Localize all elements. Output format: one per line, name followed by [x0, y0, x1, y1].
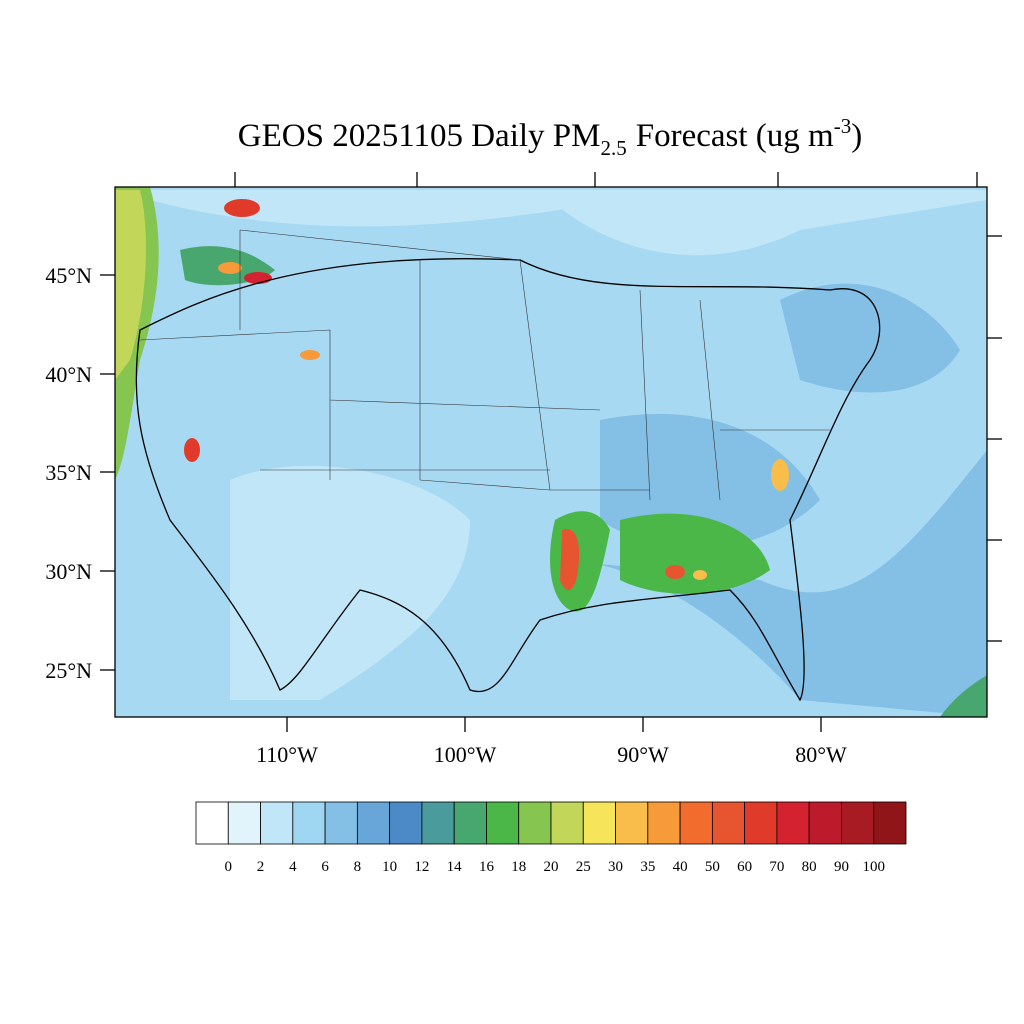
colorbar-label: 40 [673, 859, 688, 875]
title-main: GEOS 20251105 Daily PM [238, 118, 601, 154]
latitude-label: 40°N [45, 362, 92, 387]
colorbar-box [260, 801, 294, 845]
colorbar-box [324, 801, 358, 845]
colorbar-box [647, 801, 681, 845]
colorbar-box [550, 801, 584, 845]
colorbar-box [389, 801, 423, 845]
map-ticks [100, 172, 1002, 732]
colorbar-box [615, 801, 649, 845]
latitude-label: 30°N [45, 559, 92, 584]
title-superscript: -3 [834, 114, 852, 138]
colorbar-box [453, 801, 487, 845]
longitude-label: 110°W [256, 742, 318, 767]
colorbar-label: 6 [321, 859, 329, 875]
colorbar-label: 100 [862, 859, 885, 875]
colorbar-box [776, 801, 810, 845]
colorbar-box [711, 801, 746, 845]
colorbar-box [582, 801, 616, 845]
longitude-label: 80°W [795, 742, 847, 767]
colorbar-box [486, 801, 520, 845]
colorbar-box [744, 801, 778, 845]
colorbar-label: 16 [479, 859, 495, 875]
colorbar-label: 30 [608, 859, 623, 875]
colorbar-label: 8 [354, 859, 362, 875]
latitude-label: 45°N [45, 263, 92, 288]
colorbar-label: 18 [511, 859, 526, 875]
title-rest: Forecast (ug m [636, 118, 834, 154]
colorbar-box [421, 801, 455, 845]
colorbar-label: 70 [769, 859, 784, 875]
colorbar-box [195, 801, 229, 845]
longitude-label: 90°W [617, 742, 669, 767]
colorbar-label: 25 [576, 859, 591, 875]
map-frame [114, 186, 988, 718]
colorbar-label: 60 [737, 859, 752, 875]
colorbar-box [873, 801, 907, 845]
colorbar-label: 0 [225, 859, 233, 875]
colorbar-box [292, 801, 326, 845]
colorbar-label: 50 [705, 859, 720, 875]
colorbar-box [679, 801, 713, 845]
longitude-label: 100°W [434, 742, 497, 767]
colorbar-label: 20 [544, 859, 559, 875]
colorbar-label: 35 [640, 859, 655, 875]
colorbar-box [227, 801, 261, 845]
colorbar-label: 10 [382, 859, 397, 875]
colorbar-box [518, 801, 552, 845]
latitude-label: 25°N [45, 658, 92, 683]
colorbar-label: 12 [414, 859, 429, 875]
title-close: ) [851, 118, 862, 154]
title-subscript: 2.5 [601, 136, 627, 160]
colorbar-box [356, 801, 391, 845]
map-title: GEOS 20251105 Daily PM2.5 Forecast (ug m-… [238, 114, 862, 160]
map-field [115, 187, 987, 717]
latitude-label: 35°N [45, 460, 92, 485]
colorbar-label: 14 [447, 859, 463, 875]
colorbar-box [808, 801, 842, 845]
colorbar-label: 80 [802, 859, 817, 875]
colorbar-label: 90 [834, 859, 849, 875]
colorbar-label: 2 [257, 859, 265, 875]
colorbar-box [841, 801, 875, 845]
colorbar-label: 4 [289, 859, 297, 875]
